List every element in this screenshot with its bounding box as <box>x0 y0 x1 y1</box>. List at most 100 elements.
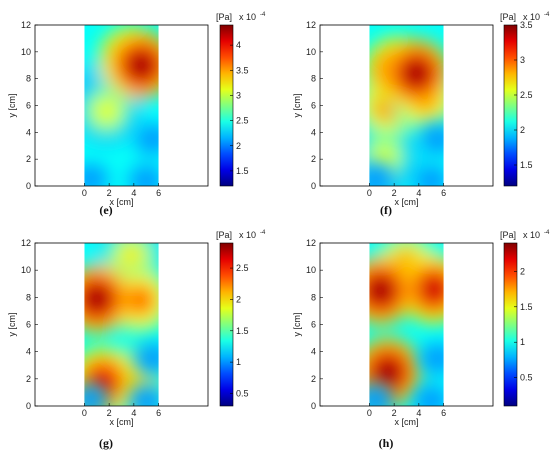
x-tick-label: 2 <box>392 408 397 418</box>
y-tick-label: 0 <box>26 181 31 191</box>
colorbar-tick-label: 3.5 <box>520 20 533 30</box>
colorbar-multiplier: x 10 <box>239 230 256 240</box>
colorbar-tick-label: 3.5 <box>236 65 249 75</box>
x-axis-label: x [cm] <box>395 197 419 207</box>
x-axis-label: x [cm] <box>395 417 419 427</box>
chart-panel-g: 0 2 4 6 0 2 4 6 8 10 12 x [cm] y [cm] 0.5 1 1.5 2 2.5 [Pa]… <box>7 230 266 450</box>
colorbar-multiplier: x 10 <box>523 12 540 22</box>
heatmap-cool-region <box>369 163 394 186</box>
y-tick-label: 6 <box>311 101 316 111</box>
x-tick-label: 4 <box>416 188 421 198</box>
x-tick-label: 6 <box>156 188 161 198</box>
colorbar-exponent: -4 <box>544 230 550 236</box>
y-tick-label: 2 <box>311 374 316 384</box>
heatmap-cool-region <box>419 123 444 156</box>
heatmap-cool <box>369 123 444 186</box>
colorbar-tick-label: 2.5 <box>236 116 249 126</box>
panel-caption: (f) <box>380 203 392 217</box>
colorbar-tick-label: 3 <box>236 90 241 100</box>
y-tick-label: 12 <box>306 238 316 248</box>
heatmap-blobs <box>84 243 159 406</box>
heatmap-blob <box>408 65 425 82</box>
heatmap-blob <box>133 57 150 74</box>
colorbar-tick-label: 1 <box>236 357 241 367</box>
heatmap-blobs <box>84 25 159 146</box>
heatmap-cool-region <box>134 123 159 156</box>
heatmap-cool-region <box>419 342 444 375</box>
colorbar-tick-label: 1.5 <box>236 166 249 176</box>
y-tick-label: 8 <box>311 74 316 84</box>
colorbar-tick-label: 1.5 <box>520 302 533 312</box>
colorbar-unit-label: [Pa] <box>216 230 232 240</box>
y-tick-label: 2 <box>311 154 316 164</box>
y-tick-label: 2 <box>26 154 31 164</box>
colorbar-tick-label: 2 <box>520 125 525 135</box>
colorbar-tick-label: 0.5 <box>520 373 533 383</box>
x-tick-label: 6 <box>441 408 446 418</box>
panel-caption: (e) <box>99 203 112 217</box>
y-tick-label: 0 <box>311 181 316 191</box>
y-tick-label: 6 <box>26 320 31 330</box>
heatmap-blob <box>372 282 389 299</box>
x-tick-label: 4 <box>131 408 136 418</box>
y-tick-label: 6 <box>311 320 316 330</box>
y-tick-label: 10 <box>306 265 316 275</box>
x-tick-label: 4 <box>131 188 136 198</box>
colorbar-tick-label: 3 <box>520 55 525 65</box>
heatmap-cool <box>369 342 444 406</box>
chart-panel-h: 0 2 4 6 0 2 4 6 8 10 12 x [cm] y [cm] 0.5 1 1.5 2 [Pa] x 1… <box>292 230 550 450</box>
y-tick-label: 4 <box>311 347 316 357</box>
heatmap-cool-region <box>413 384 444 406</box>
colorbar-tick-label: 2 <box>520 266 525 276</box>
y-tick-label: 8 <box>311 292 316 302</box>
x-axis-label: x [cm] <box>110 197 134 207</box>
heatmap-field <box>84 243 159 406</box>
y-tick-label: 10 <box>306 47 316 57</box>
y-tick-label: 12 <box>21 20 31 30</box>
heatmap-field <box>84 25 159 186</box>
x-tick-label: 2 <box>107 188 112 198</box>
heatmap-field <box>369 243 444 406</box>
colorbar-unit-label: [Pa] <box>500 12 516 22</box>
colorbar-tick-label: 2.5 <box>236 263 249 273</box>
y-tick-label: 12 <box>21 238 31 248</box>
chart-panel-f: 0 2 4 6 0 2 4 6 8 10 12 x [cm] y [cm] 1.5 2 2.5 3 3.5 [Pa]… <box>292 12 550 217</box>
x-tick-label: 4 <box>416 408 421 418</box>
y-tick-label: 6 <box>26 101 31 111</box>
colorbar-tick-label: 1.5 <box>236 326 249 336</box>
chart-panel-e: 0 2 4 6 0 2 4 6 8 10 12 x [cm] y [cm] 1.5 2 2.5 3 3.5 4 [Pa… <box>7 12 266 217</box>
heatmap-field <box>369 25 444 186</box>
heatmap-blob <box>132 291 148 309</box>
heatmap-cool-region <box>84 163 109 186</box>
x-tick-label: 0 <box>367 188 372 198</box>
heatmap-blobs <box>369 36 444 186</box>
colorbar-tick-label: 4 <box>236 40 241 50</box>
x-tick-label: 2 <box>107 408 112 418</box>
panel-caption: (h) <box>379 436 394 450</box>
colorbar-tick-label: 1.5 <box>520 160 533 170</box>
heatmap-cool <box>84 342 159 406</box>
colorbar-tick-label: 0.5 <box>236 388 249 398</box>
heatmap-cool-region <box>134 342 159 375</box>
colorbar-unit-label: [Pa] <box>500 230 516 240</box>
y-tick-label: 10 <box>21 265 31 275</box>
colorbar <box>219 24 234 187</box>
heatmap-blobs <box>369 243 444 406</box>
x-tick-label: 0 <box>82 188 87 198</box>
heatmap-cool-region <box>128 164 159 186</box>
y-tick-label: 12 <box>306 20 316 30</box>
x-tick-label: 6 <box>441 188 446 198</box>
y-axis-label: y [cm] <box>7 313 17 337</box>
heatmap-blob <box>98 102 115 119</box>
colorbar <box>503 24 518 187</box>
y-axis-label: y [cm] <box>292 313 302 337</box>
colorbar-multiplier: x 10 <box>523 230 540 240</box>
x-tick-label: 0 <box>367 408 372 418</box>
y-tick-label: 0 <box>311 401 316 411</box>
heatmap-cool-region <box>84 383 109 406</box>
y-tick-label: 4 <box>26 127 31 137</box>
heatmap-blob <box>425 281 442 298</box>
y-tick-label: 0 <box>26 401 31 411</box>
colorbar-tick-label: 2 <box>236 141 241 151</box>
